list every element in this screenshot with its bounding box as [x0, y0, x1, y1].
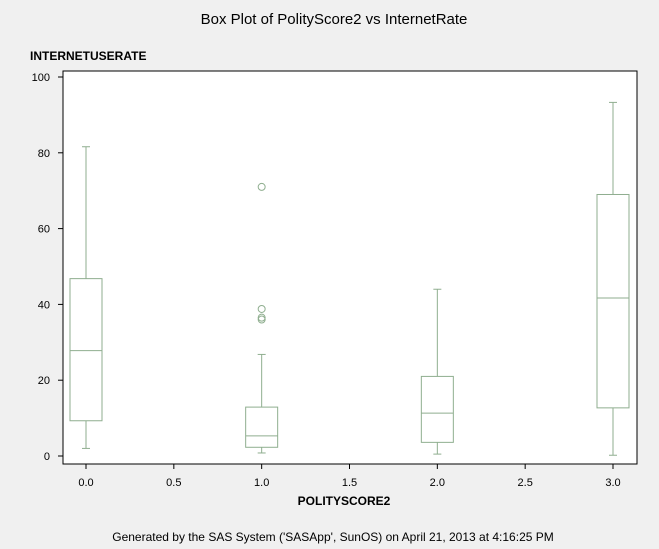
chart-title: Box Plot of PolityScore2 vs InternetRate — [201, 11, 468, 28]
y-tick-label: 20 — [38, 375, 50, 387]
x-tick-label: 3.0 — [605, 477, 620, 489]
box-0 — [69, 146, 103, 449]
box-1 — [245, 182, 279, 454]
iqr-box — [420, 375, 454, 443]
x-tick-label: 2.0 — [430, 477, 445, 489]
y-tick-label: 60 — [38, 224, 50, 236]
box-2 — [420, 288, 454, 455]
y-axis-label: INTERNETUSERATE — [30, 49, 146, 63]
outlier-point — [257, 182, 266, 191]
y-tick-label: 100 — [32, 72, 50, 84]
plot-area — [62, 70, 638, 465]
iqr-box — [596, 193, 630, 409]
iqr-box — [69, 278, 103, 422]
outlier-point — [257, 315, 266, 324]
y-tick-label: 40 — [38, 299, 50, 311]
y-tick-label: 80 — [38, 148, 50, 160]
box-3 — [596, 101, 630, 456]
x-tick-label: 1.5 — [342, 477, 357, 489]
footer-note: Generated by the SAS System ('SASApp', S… — [112, 530, 554, 544]
x-axis-label: POLITYSCORE2 — [298, 494, 391, 508]
y-tick-label: 0 — [44, 451, 50, 463]
x-tick-label: 2.5 — [518, 477, 533, 489]
x-tick-label: 0.5 — [166, 477, 181, 489]
x-tick-label: 1.0 — [254, 477, 269, 489]
axis-ticks: 0.0 0.5 1.0 1.5 2.0 2.5 3.0 0 20 40 60 80 100 — [32, 72, 621, 489]
outlier-point — [257, 304, 266, 313]
iqr-box — [245, 406, 279, 448]
box-series — [69, 101, 630, 456]
x-tick-label: 0.0 — [78, 477, 93, 489]
